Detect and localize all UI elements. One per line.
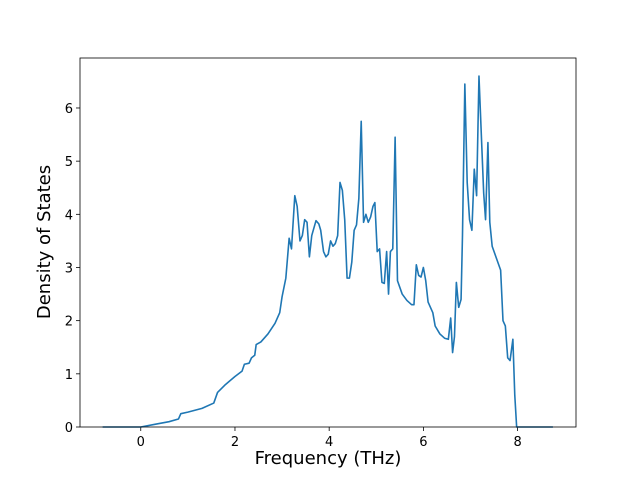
y-tick-label: 5: [65, 155, 73, 170]
y-axis-label: Density of States: [34, 165, 55, 319]
y-tick-label: 1: [65, 368, 73, 383]
plot-frame: [79, 57, 577, 428]
y-tick-label: 6: [65, 102, 73, 117]
x-tick-label: 0: [137, 435, 145, 450]
x-tick-label: 2: [231, 435, 239, 450]
y-tick-label: 4: [65, 208, 73, 223]
x-tick-label: 6: [419, 435, 427, 450]
y-tick-label: 3: [65, 261, 73, 276]
x-tick-label: 8: [513, 435, 521, 450]
x-axis-label: Frequency (THz): [255, 448, 402, 469]
x-tick-label: 4: [325, 435, 333, 450]
y-tick-label: 0: [65, 421, 73, 436]
y-tick-label: 2: [65, 315, 73, 330]
data-line: [102, 75, 553, 428]
